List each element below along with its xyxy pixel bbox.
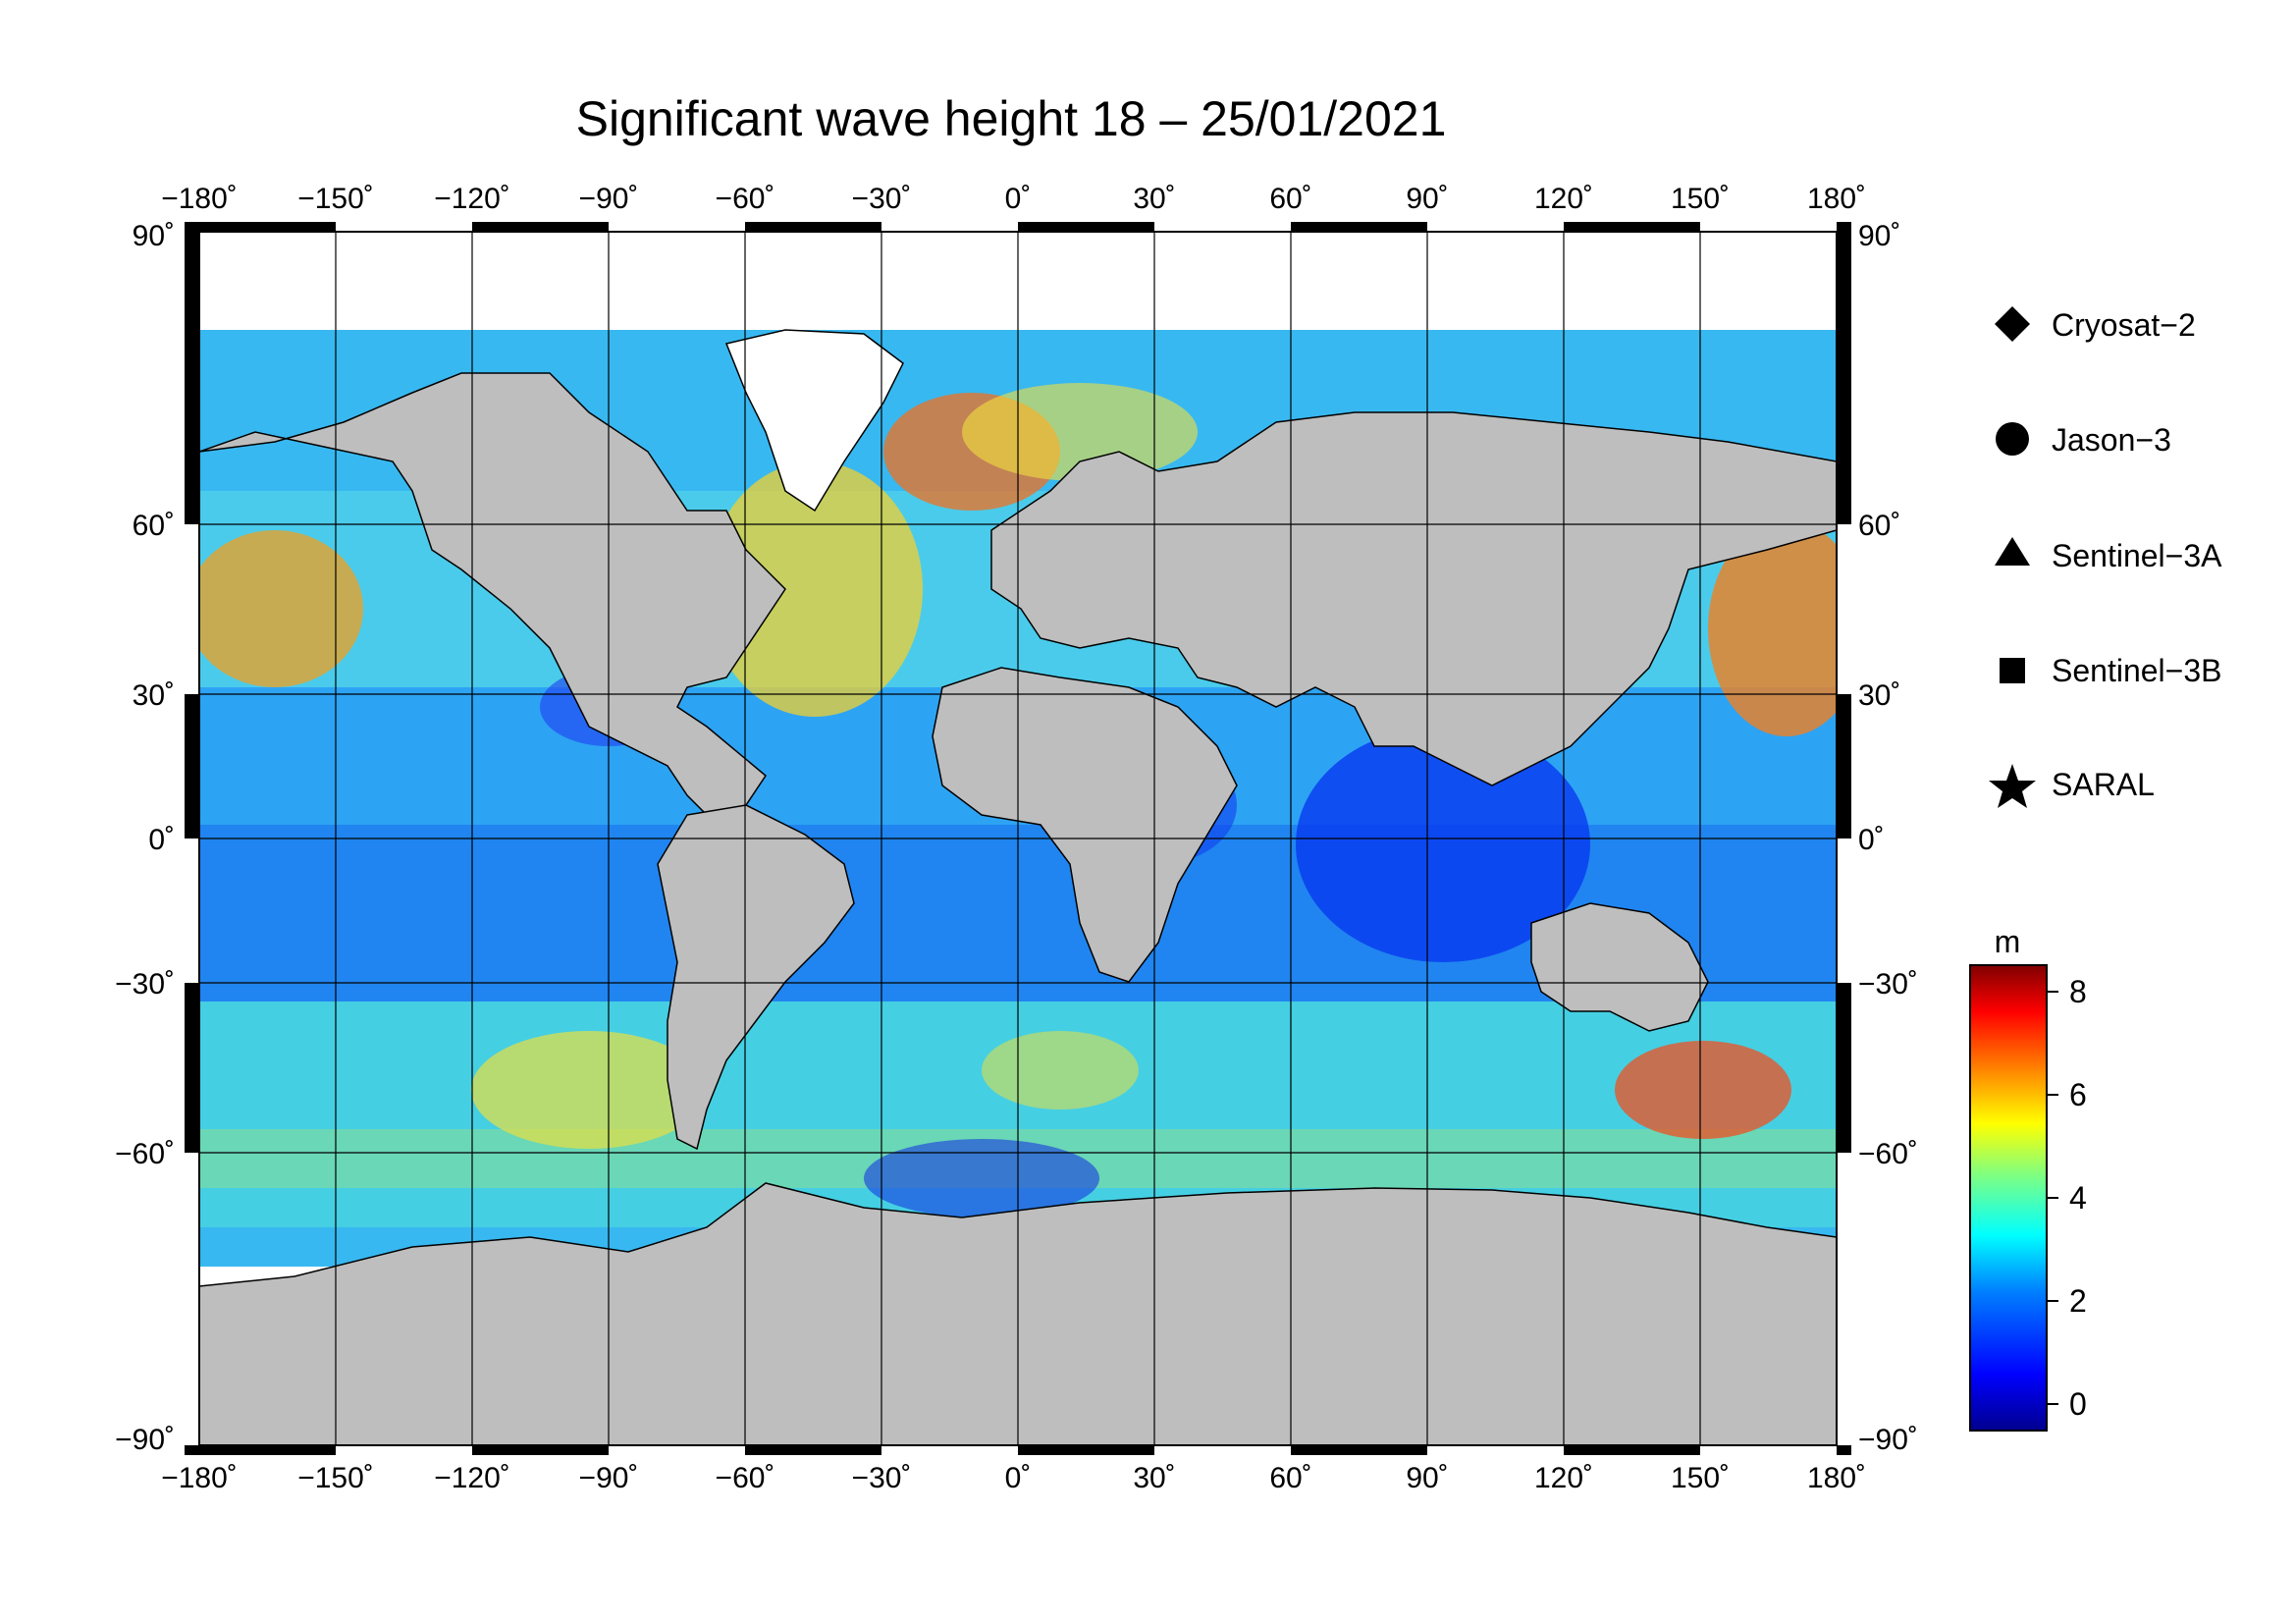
colorbar-tick: 8 (2069, 974, 2087, 1009)
colorbar-tick: 2 (2069, 1283, 2087, 1319)
lon-tick-label: −120˚ (434, 183, 510, 215)
lon-tick-label: −30˚ (852, 1462, 912, 1494)
lon-tick-label: −90˚ (579, 183, 639, 215)
lat-tick-label: 90˚ (133, 220, 175, 252)
lon-tick-label: −180˚ (161, 1462, 238, 1494)
lat-tick-label: −30˚ (115, 968, 175, 1001)
lat-tick-label: −90˚ (1858, 1424, 1918, 1456)
lon-tick-label: 30˚ (1133, 1462, 1175, 1494)
lon-ticks-bottom: −180˚ −150˚ −120˚ −90˚ −60˚ −30˚ 0˚ 30˚ … (161, 1462, 1866, 1494)
lon-tick-label: −180˚ (161, 183, 238, 215)
graticule (199, 232, 1837, 1445)
legend-label-saral: SARAL (2052, 767, 2155, 802)
lat-tick-label: 30˚ (1858, 679, 1900, 712)
diamond-icon (1995, 306, 2030, 342)
lat-tick-label: 30˚ (133, 679, 175, 712)
lat-tick-label: 0˚ (1858, 824, 1885, 856)
colorbar-tick: 0 (2069, 1386, 2087, 1422)
legend-label-sentinel3b: Sentinel−3B (2052, 653, 2221, 688)
lat-tick-label: 60˚ (1858, 510, 1900, 542)
map-title: Significant wave height 18 – 25/01/2021 (575, 91, 1447, 146)
lon-tick-label: 0˚ (1005, 1462, 1032, 1494)
lat-tick-label: 60˚ (133, 510, 175, 542)
lon-tick-label: 180˚ (1807, 183, 1866, 215)
lat-tick-label: −90˚ (115, 1424, 175, 1456)
legend-label-cryosat: Cryosat−2 (2052, 307, 2196, 343)
lon-tick-label: −150˚ (297, 1462, 374, 1494)
square-icon (2000, 658, 2025, 683)
lon-ticks-top: −180˚ −150˚ −120˚ −90˚ −60˚ −30˚ 0˚ 30˚ … (161, 183, 1866, 215)
lon-tick-label: 30˚ (1133, 183, 1175, 215)
lon-tick-label: 120˚ (1534, 183, 1593, 215)
map-border (185, 222, 1851, 1455)
lon-tick-label: −30˚ (852, 183, 912, 215)
colorbar: m 8 6 4 2 0 (1969, 924, 2087, 1432)
lon-tick-label: 0˚ (1005, 183, 1032, 215)
lon-tick-label: 90˚ (1406, 183, 1448, 215)
circle-icon (1996, 422, 2029, 456)
lat-tick-label: 0˚ (148, 824, 175, 856)
lon-tick-label: 150˚ (1671, 1462, 1730, 1494)
lat-tick-label: −30˚ (1858, 968, 1918, 1001)
star-icon (1989, 764, 2036, 808)
lat-tick-label: −60˚ (115, 1138, 175, 1170)
lon-tick-label: −120˚ (434, 1462, 510, 1494)
lon-tick-label: −150˚ (297, 183, 374, 215)
lon-tick-label: 60˚ (1269, 183, 1311, 215)
lat-ticks-right: 90˚ 60˚ 30˚ 0˚ −30˚ −60˚ −90˚ (1858, 220, 1918, 1456)
lon-tick-label: 150˚ (1671, 183, 1730, 215)
lat-tick-label: 90˚ (1858, 220, 1900, 252)
lon-tick-label: −60˚ (716, 183, 775, 215)
colorbar-gradient (1969, 964, 2048, 1432)
lon-tick-label: 180˚ (1807, 1462, 1866, 1494)
colorbar-tick: 6 (2069, 1077, 2087, 1112)
triangle-icon (1995, 537, 2030, 566)
legend-label-sentinel3a: Sentinel−3A (2052, 538, 2222, 573)
satellite-legend: Cryosat−2 Jason−3 Sentinel−3A Sentinel−3… (1989, 306, 2222, 808)
lon-tick-label: 60˚ (1269, 1462, 1311, 1494)
lon-tick-label: 120˚ (1534, 1462, 1593, 1494)
lat-ticks-left: 90˚ 60˚ 30˚ 0˚ −30˚ −60˚ −90˚ (115, 220, 175, 1456)
legend-label-jason: Jason−3 (2052, 422, 2171, 458)
lon-tick-label: −90˚ (579, 1462, 639, 1494)
colorbar-tick: 4 (2069, 1180, 2087, 1216)
lat-tick-label: −60˚ (1858, 1138, 1918, 1170)
lon-tick-label: 90˚ (1406, 1462, 1448, 1494)
lon-tick-label: −60˚ (716, 1462, 775, 1494)
colorbar-unit: m (1995, 924, 2021, 959)
